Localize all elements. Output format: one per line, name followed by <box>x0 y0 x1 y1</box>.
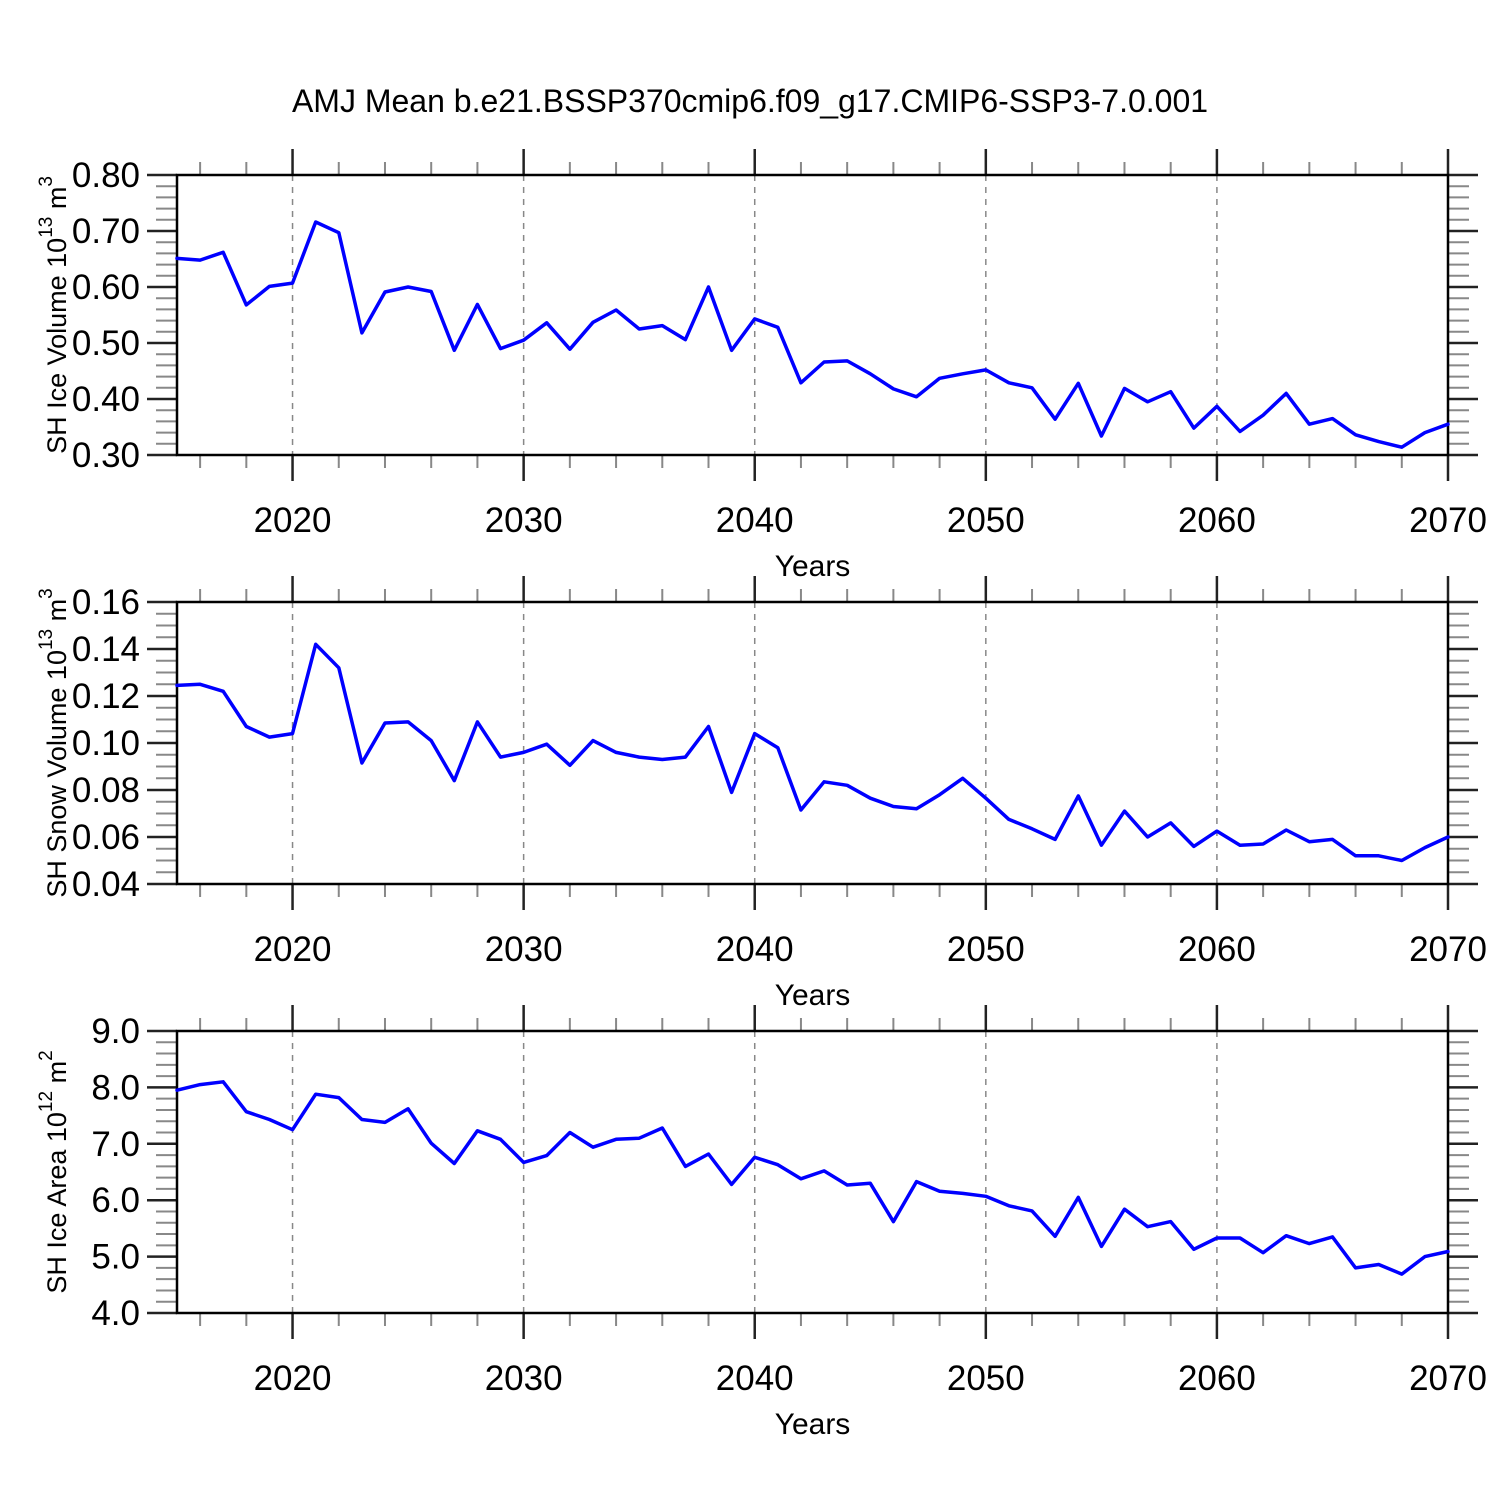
chart-title: AMJ Mean b.e21.BSSP370cmip6.f09_g17.CMIP… <box>292 83 1208 119</box>
x-axis-title: Years <box>775 1408 851 1441</box>
plot-frame <box>175 600 1450 886</box>
y-axis-title: SH Snow Volume 1013 m3 <box>36 588 72 897</box>
y-tick-label: 0.30 <box>72 436 140 475</box>
x-tick-label: 2070 <box>1409 930 1487 969</box>
y-tick-label: 6.0 <box>91 1181 140 1220</box>
y-tick-label: 7.0 <box>91 1125 140 1164</box>
x-tick-label: 2070 <box>1409 501 1487 540</box>
y-tick-label: 4.0 <box>91 1294 140 1333</box>
x-tick-label: 2030 <box>485 501 563 540</box>
y-tick-label: 0.80 <box>72 156 140 195</box>
x-tick-label: 2050 <box>947 501 1025 540</box>
x-tick-label: 2020 <box>254 930 332 969</box>
x-tick-label: 2050 <box>947 1359 1025 1398</box>
plot-frame <box>175 1029 1450 1315</box>
y-tick-label: 0.50 <box>72 324 140 363</box>
series-line-sh-ice-volume <box>175 220 1450 449</box>
panel-sh-ice-area: 2020 2030 2040 2050 2060 2070 4.0 5.0 6.0 7.0 8.0 9… <box>36 1005 1487 1441</box>
plot-frame <box>175 173 1450 457</box>
y-tick-label: 0.60 <box>72 268 140 307</box>
x-tick-label: 2070 <box>1409 1359 1487 1398</box>
y-tick-label: 0.12 <box>72 677 140 716</box>
x-tick-label: 2030 <box>485 930 563 969</box>
y-tick-label: 0.10 <box>72 724 140 763</box>
y-tick-label: 8.0 <box>91 1068 140 1107</box>
y-tick-label: 0.40 <box>72 380 140 419</box>
y-tick-label: 0.08 <box>72 771 140 810</box>
y-axis-title: SH Ice Volume 1013 m3 <box>36 176 72 454</box>
x-tick-label: 2060 <box>1178 930 1256 969</box>
panels-group: 2020 2030 2040 2050 2060 2070 0.30 0.40 0.50 0.60… <box>36 149 1487 1441</box>
x-axis-title: Years <box>775 979 851 1012</box>
y-axis-title: SH Ice Area 1012 m2 <box>36 1050 72 1293</box>
x-tick-label: 2060 <box>1178 1359 1256 1398</box>
x-axis-title: Years <box>775 550 851 583</box>
x-tick-label: 2030 <box>485 1359 563 1398</box>
x-tick-label: 2060 <box>1178 501 1256 540</box>
series-line-sh-snow-volume <box>175 642 1450 863</box>
x-tick-label: 2020 <box>254 1359 332 1398</box>
series-line-sh-ice-area <box>175 1080 1450 1276</box>
y-tick-label: 0.14 <box>72 630 140 669</box>
y-tick-label: 5.0 <box>91 1238 140 1277</box>
x-tick-label: 2040 <box>716 1359 794 1398</box>
y-tick-label: 9.0 <box>91 1012 140 1051</box>
x-tick-label: 2040 <box>716 930 794 969</box>
y-tick-label: 0.04 <box>72 865 140 904</box>
y-tick-label: 0.70 <box>72 212 140 251</box>
y-tick-label: 0.06 <box>72 818 140 857</box>
x-tick-label: 2020 <box>254 501 332 540</box>
y-tick-label: 0.16 <box>72 583 140 622</box>
panel-sh-ice-volume: 2020 2030 2040 2050 2060 2070 0.30 0.40 0.50 0.60… <box>36 149 1487 583</box>
panel-sh-snow-volume: 2020 2030 2040 2050 2060 2070 0.04 0.06 0.08 0.10… <box>36 576 1487 1012</box>
x-tick-label: 2040 <box>716 501 794 540</box>
x-tick-label: 2050 <box>947 930 1025 969</box>
